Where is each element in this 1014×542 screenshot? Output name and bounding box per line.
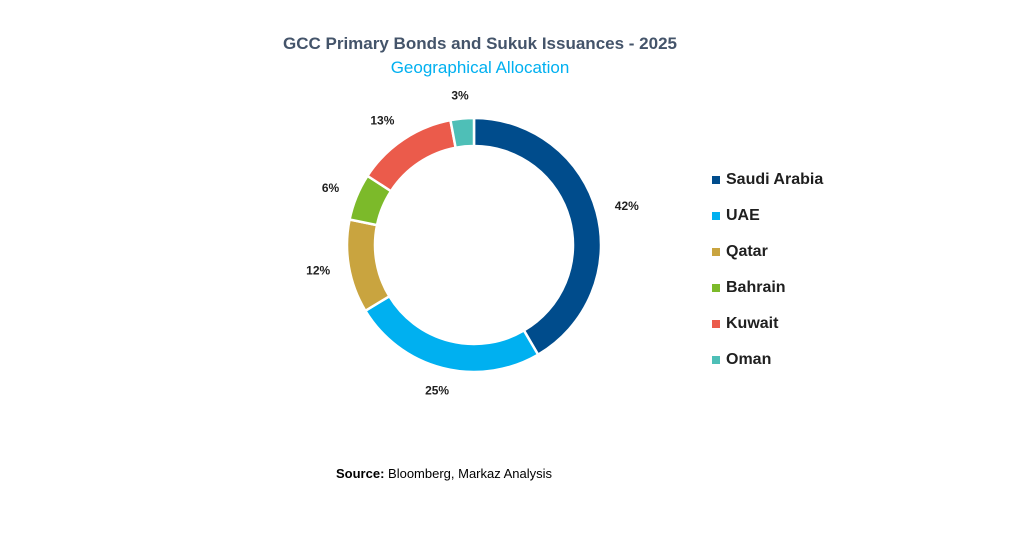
data-label-kuwait: 13% bbox=[370, 113, 394, 127]
source-note: Source: Bloomberg, Markaz Analysis bbox=[336, 466, 552, 481]
legend-label-qatar: Qatar bbox=[726, 243, 768, 260]
source-label: Source: bbox=[336, 466, 385, 481]
legend-label-saudi-arabia: Saudi Arabia bbox=[726, 171, 824, 188]
data-label-qatar: 12% bbox=[306, 264, 330, 278]
legend-label-kuwait: Kuwait bbox=[726, 315, 779, 332]
data-label-oman: 3% bbox=[451, 89, 469, 103]
legend-swatch-kuwait bbox=[712, 320, 720, 328]
legend-item-bahrain: Bahrain bbox=[712, 270, 823, 306]
chart-subtitle: Geographical Allocation bbox=[390, 58, 570, 77]
legend-swatch-uae bbox=[712, 212, 720, 220]
legend-label-oman: Oman bbox=[726, 351, 772, 368]
legend-swatch-oman bbox=[712, 356, 720, 364]
legend-item-kuwait: Kuwait bbox=[712, 306, 823, 342]
legend-swatch-qatar bbox=[712, 248, 720, 256]
legend-swatch-bahrain bbox=[712, 284, 720, 292]
data-label-saudi-arabia: 42% bbox=[615, 199, 639, 213]
data-label-bahrain: 6% bbox=[322, 181, 340, 195]
legend-item-saudi-arabia: Saudi Arabia bbox=[712, 162, 823, 198]
legend-label-uae: UAE bbox=[726, 207, 760, 224]
donut-slice-kuwait bbox=[365, 118, 458, 193]
chart-title: GCC Primary Bonds and Sukuk Issuances - … bbox=[283, 34, 677, 53]
legend-item-qatar: Qatar bbox=[712, 234, 823, 270]
donut-slice-saudi-arabia bbox=[472, 116, 603, 357]
donut-slice-qatar bbox=[345, 218, 392, 313]
source-text: Bloomberg, Markaz Analysis bbox=[388, 466, 553, 481]
legend-swatch-saudi-arabia bbox=[712, 176, 720, 184]
donut-slice-oman bbox=[448, 116, 476, 150]
chart-legend: Saudi Arabia UAE Qatar Bahrain Kuwait Oman bbox=[712, 162, 823, 378]
legend-item-oman: Oman bbox=[712, 342, 823, 378]
legend-item-uae: UAE bbox=[712, 198, 823, 234]
legend-label-bahrain: Bahrain bbox=[726, 279, 786, 296]
donut-slice-uae bbox=[363, 294, 540, 374]
data-label-uae: 25% bbox=[425, 383, 449, 397]
